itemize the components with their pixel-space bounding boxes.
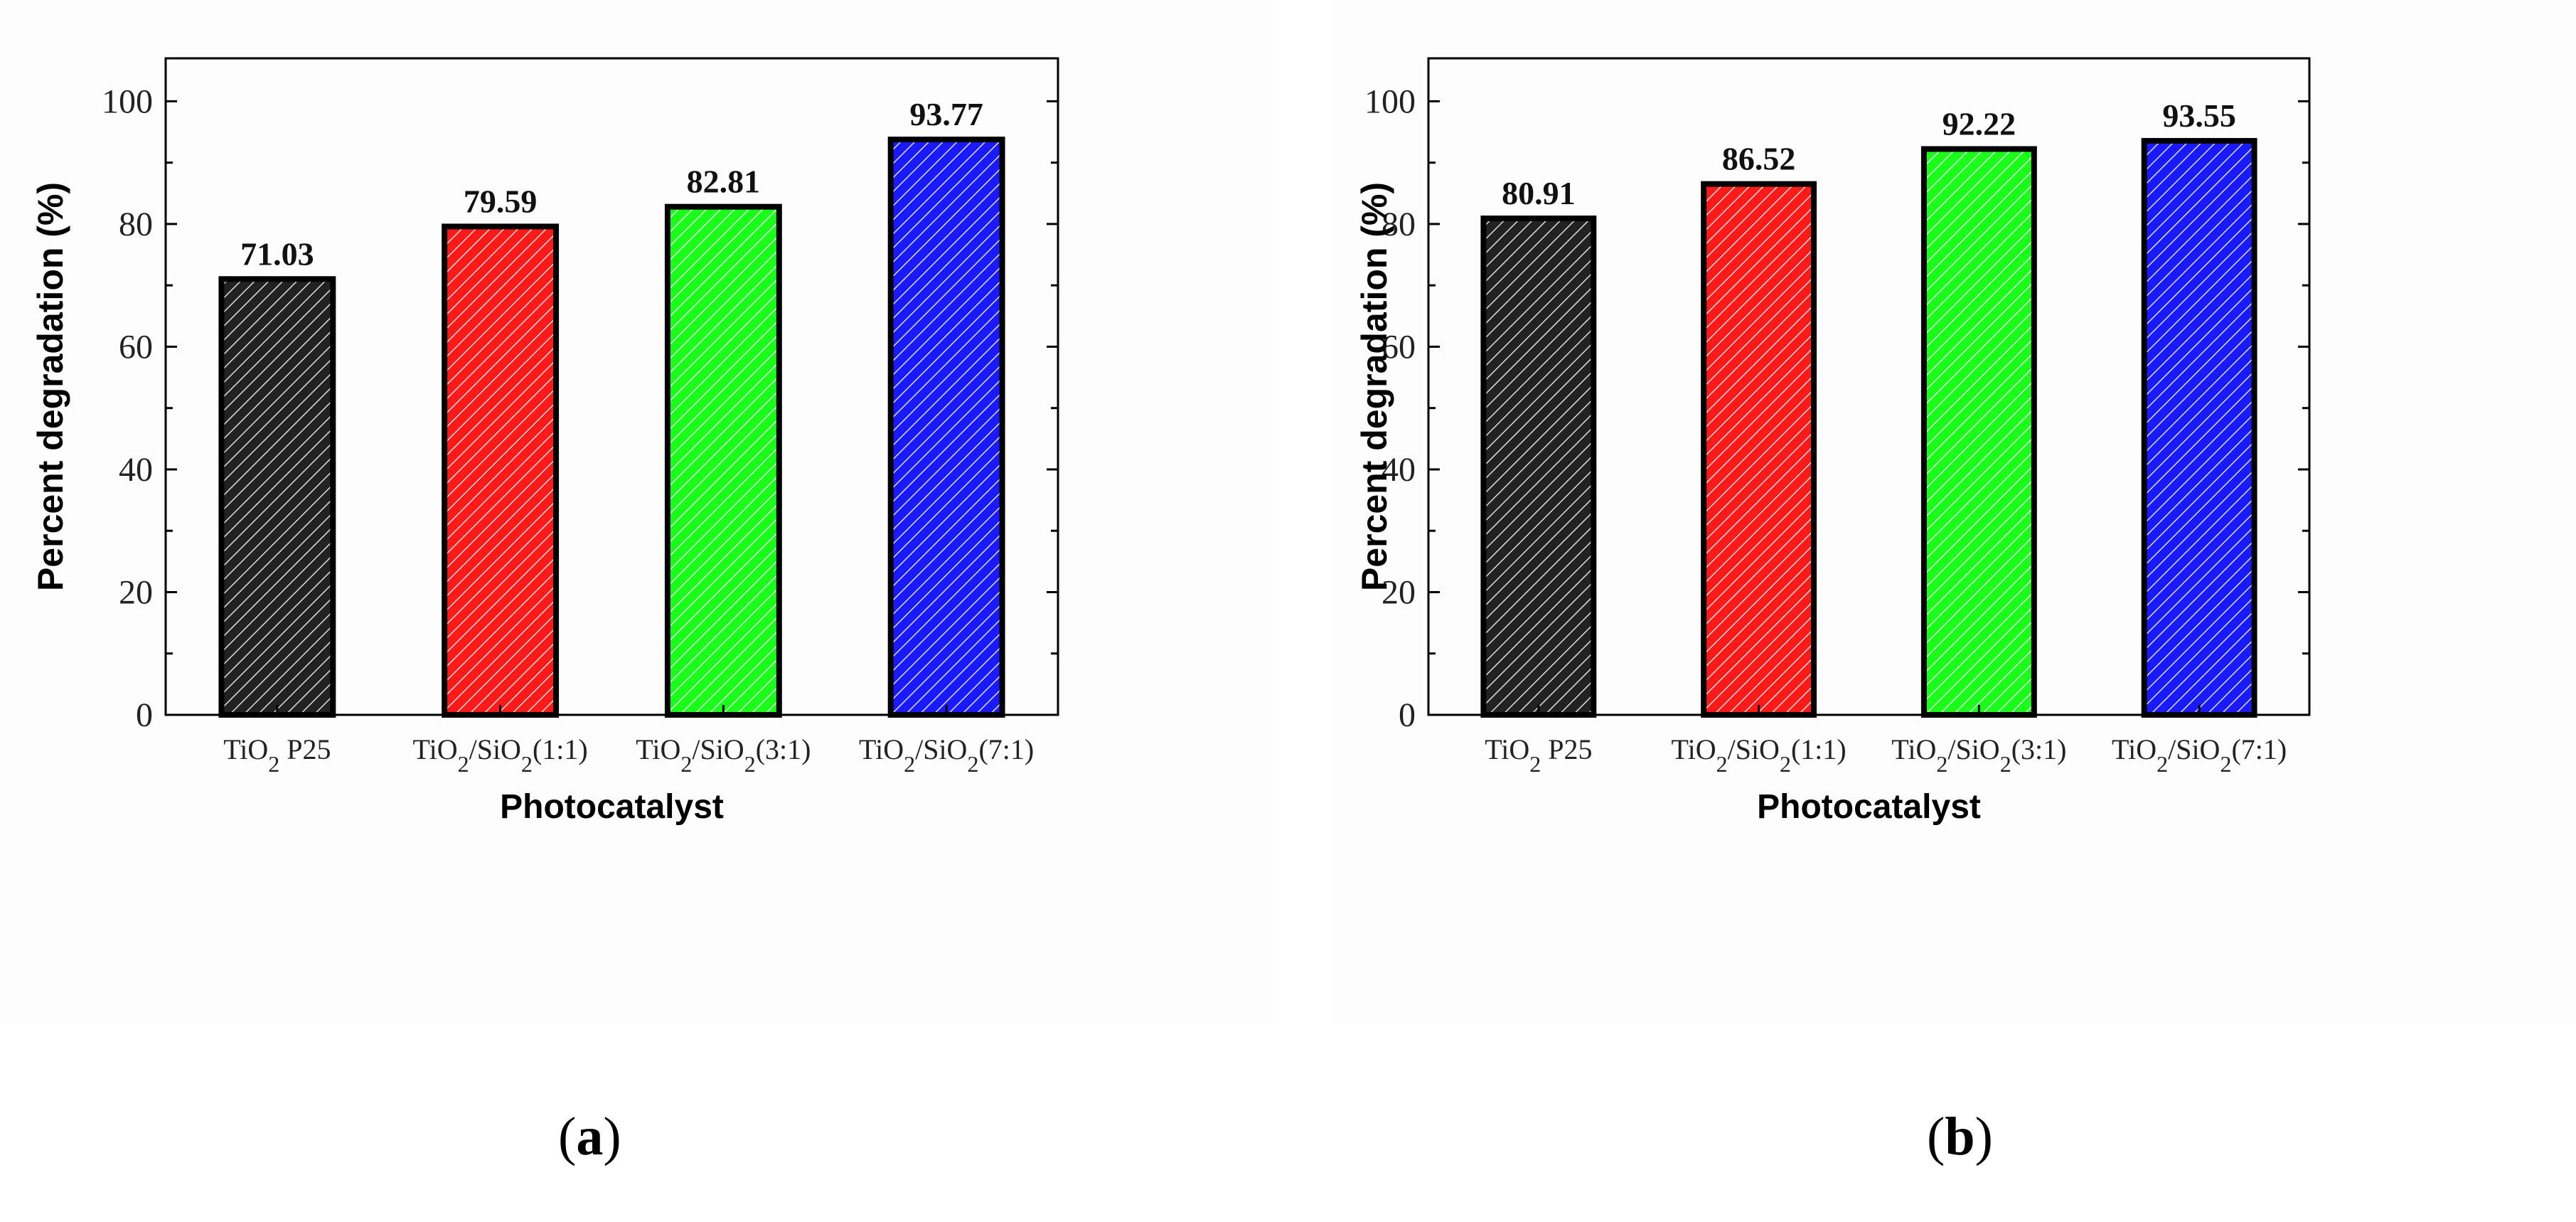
x-tick-label: TiO2/SiO2(7:1)	[859, 733, 1034, 777]
bar-value-label: 79.59	[464, 183, 538, 219]
bar-value-label: 80.91	[1502, 175, 1576, 211]
chart-panel-a: 0 20 40 60 80 100 71.03 TiO2 P25 79.59 TiO2/SiO2(…	[0, 0, 1273, 1024]
bar-value-label: 86.52	[1722, 141, 1796, 177]
y-tick-label: 80	[1381, 206, 1416, 243]
y-tick-label: 80	[119, 206, 153, 243]
bar-outline-1	[1480, 216, 1597, 718]
bar-value-label: 92.22	[1942, 105, 2016, 142]
bar-outline-3	[1920, 146, 2037, 718]
x-tick-label: TiO2/SiO2(1:1)	[413, 733, 588, 777]
caption-b: (b)	[1927, 1106, 1993, 1168]
y-tick-label: 100	[1364, 83, 1416, 120]
caption-a-close: )	[603, 1107, 621, 1167]
bar-outline-4	[887, 137, 1005, 718]
bar-value-label: 93.55	[2162, 97, 2236, 134]
x-tick-label: TiO2/SiO2(7:1)	[2112, 733, 2287, 777]
plot-frame	[1427, 57, 2311, 716]
bar-value-label: 93.77	[909, 96, 983, 132]
x-tick-label: TiO2/SiO2(3:1)	[636, 733, 811, 777]
plot-frame	[164, 57, 1059, 716]
x-tick-label: TiO2 P25	[223, 733, 331, 777]
y-tick-label: 20	[1381, 573, 1416, 611]
x-axis-label: Photocatalyst	[500, 788, 724, 826]
y-tick-label: 20	[119, 573, 153, 611]
caption-b-label: b	[1945, 1107, 1975, 1167]
bar-outline-4	[2141, 138, 2257, 718]
chart-panel-b: 0 20 40 60 80 100 80.91 TiO2 P25 86.52 TiO2/SiO2(…	[1330, 0, 2576, 1024]
x-tick-label: TiO2 P25	[1485, 733, 1592, 777]
x-tick-label: TiO2/SiO2(1:1)	[1672, 733, 1847, 777]
bar-outline-3	[664, 203, 782, 718]
caption-b-open: (	[1927, 1107, 1945, 1167]
y-tick-label: 60	[119, 328, 153, 366]
bar-outline-2	[442, 223, 560, 718]
y-axis-label: Percent degradation (%)	[31, 182, 70, 591]
bar-chart-a: 0 20 40 60 80 100 71.03 TiO2 P25 79.59 TiO2/SiO2(…	[31, 57, 1059, 826]
y-tick-label: 0	[1399, 696, 1416, 734]
bar-chart-b: 0 20 40 60 80 100 80.91 TiO2 P25 86.52 TiO2/SiO2(…	[1354, 57, 2311, 826]
bar-outline-2	[1701, 181, 1817, 718]
x-axis-label: Photocatalyst	[1757, 788, 1981, 826]
y-tick-label: 100	[102, 83, 153, 120]
caption-b-close: )	[1974, 1107, 1993, 1167]
caption-a-label: a	[576, 1107, 604, 1167]
y-tick-label: 60	[1381, 328, 1416, 366]
caption-a: (a)	[558, 1106, 621, 1168]
y-tick-label: 0	[136, 696, 153, 734]
y-axis-label: Percent degradation (%)	[1354, 182, 1394, 591]
y-tick-label: 40	[1381, 451, 1416, 489]
bar-value-label: 71.03	[240, 235, 314, 272]
x-tick-label: TiO2/SiO2(3:1)	[1891, 733, 2066, 777]
y-tick-label: 40	[119, 451, 153, 489]
caption-a-open: (	[558, 1107, 577, 1167]
bar-value-label: 82.81	[687, 164, 761, 200]
bar-outline-1	[218, 276, 336, 718]
